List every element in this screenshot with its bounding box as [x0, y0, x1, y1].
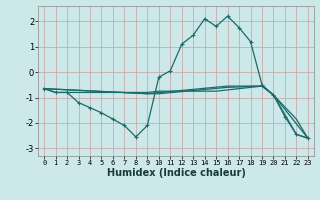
X-axis label: Humidex (Indice chaleur): Humidex (Indice chaleur) [107, 168, 245, 178]
